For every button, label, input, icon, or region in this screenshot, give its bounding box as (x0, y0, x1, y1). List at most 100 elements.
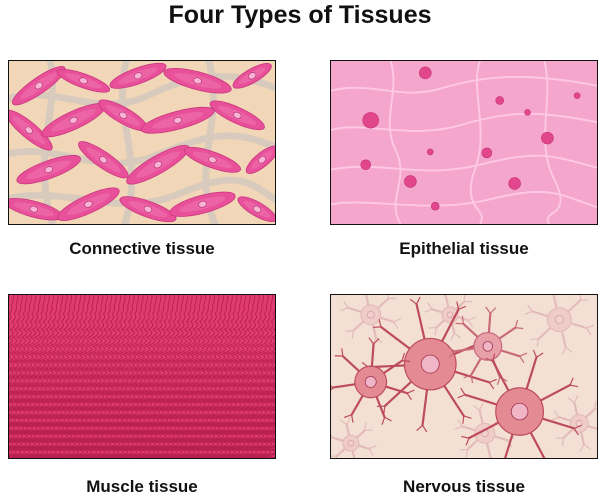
epithelial-nucleus (524, 109, 531, 116)
epithelial-tissue-illustration (330, 60, 598, 225)
epithelial-nucleus (430, 201, 440, 211)
cell-nucleus (510, 402, 529, 421)
dendrite-branch (331, 385, 334, 391)
muscle-tissue-svg (9, 295, 275, 458)
neuron (424, 295, 476, 341)
cell-nucleus (258, 156, 266, 164)
muscle-fiber (27, 295, 68, 458)
dendrite (371, 321, 378, 339)
muscle-fiber (255, 376, 275, 458)
dendrite (560, 327, 567, 349)
connective-cell (78, 141, 129, 179)
muscle-fiber (232, 295, 274, 458)
dendrite-branch (381, 416, 392, 425)
dendrite (430, 308, 446, 314)
dendrite (466, 437, 481, 451)
nervous-tissue-illustration (330, 294, 598, 459)
muscle-fiber (112, 295, 153, 458)
dendrite-branch (401, 352, 411, 362)
dendrite (530, 310, 552, 318)
cell-nucleus (198, 200, 207, 208)
dendrite-branch (443, 295, 448, 297)
muscle-fiber (85, 295, 126, 458)
muscle-fiber (174, 295, 215, 458)
dendrite-branch (524, 304, 533, 315)
dendrite (355, 443, 371, 450)
neuron (331, 337, 415, 425)
muscle-fiber (201, 295, 242, 458)
cell-nucleus (248, 72, 257, 80)
neuron (524, 295, 595, 355)
connective-cell (245, 145, 275, 174)
connective-cell (98, 99, 148, 132)
muscle-fiber (125, 295, 166, 458)
dendrite-branch (463, 295, 473, 303)
dendrite-branch (409, 296, 421, 305)
muscle-fiber (228, 295, 269, 458)
muscle-fiber (9, 295, 19, 367)
dendrite-branch (456, 301, 467, 310)
dendrite-branch (368, 337, 380, 345)
diagram-title: Four Types of Tissues (168, 1, 432, 29)
dendrite (535, 383, 572, 404)
dendrite (435, 317, 447, 329)
muscle-fiber (31, 295, 73, 458)
muscle-fiber (156, 295, 198, 458)
muscle-fiber (237, 304, 275, 458)
dendrite-branch (343, 414, 354, 423)
muscle-fiber (89, 295, 131, 458)
dendrite-branch (569, 377, 579, 388)
muscle-fiber (192, 295, 233, 458)
dendrite-branch (488, 378, 497, 390)
dendrite (421, 383, 429, 427)
connective-cell (11, 66, 66, 106)
epithelial-background (331, 61, 597, 224)
dendrite (460, 425, 479, 433)
epithelial-nucleus (481, 147, 493, 159)
muscle-fiber (9, 295, 32, 454)
muscle-fiber (214, 295, 256, 458)
muscle-fiber (9, 295, 41, 458)
neuron (340, 295, 402, 346)
dendrite (504, 428, 516, 458)
muscle-fiber (250, 353, 275, 458)
muscle-fiber (18, 295, 59, 458)
dendrite (557, 416, 574, 423)
neuron (447, 306, 528, 385)
dendrite (374, 392, 386, 419)
muscle-fiber (197, 295, 238, 458)
connective-cell (232, 63, 272, 89)
dendrite-branch (392, 318, 402, 329)
dendrite-branch (472, 402, 484, 411)
muscle-fiber (49, 295, 90, 458)
muscle-fiber (9, 295, 50, 458)
muscle-fiber (264, 415, 275, 458)
cell-nucleus (69, 116, 78, 124)
muscle-fiber (58, 295, 99, 458)
cell-nucleus (347, 440, 355, 447)
main-neurons (331, 296, 582, 458)
connective-cell (9, 109, 53, 151)
muscle-fiber (143, 295, 184, 458)
epithelial-nucleus (404, 175, 417, 188)
dendrite-branch (428, 327, 437, 336)
dendrite (380, 359, 404, 376)
dendrite-branch (467, 316, 476, 328)
dendrite-branch (586, 324, 595, 336)
dendrite (365, 295, 371, 309)
dendrite-branch (579, 443, 591, 452)
dendrite-branch (532, 349, 544, 358)
dendrite (567, 321, 588, 330)
muscle-fiber (246, 337, 275, 458)
dendrite-branch (331, 433, 334, 439)
muscle-fiber (98, 295, 140, 458)
cell-nucleus (29, 205, 39, 213)
cell-nucleus (34, 82, 43, 90)
epithelial-nucleus (419, 66, 432, 80)
dendrite-branch (406, 389, 415, 401)
cell-nucleus (364, 376, 377, 388)
dendrite-branch (387, 295, 397, 300)
dendrite-branch (530, 338, 539, 347)
connective-cells (9, 62, 275, 223)
muscle-fiber (72, 295, 113, 458)
